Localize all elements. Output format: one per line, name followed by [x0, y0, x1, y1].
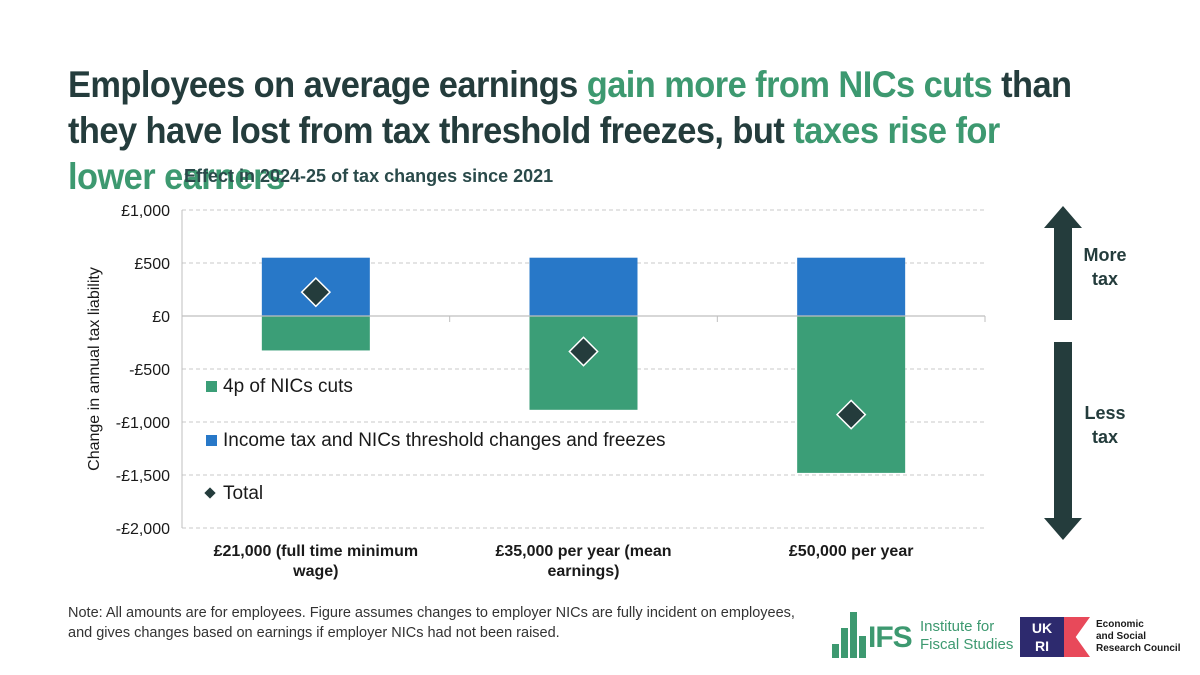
up-arrow-icon [1044, 206, 1082, 320]
headline-part-3: than they have lost from tax threshold f… [68, 64, 1072, 151]
y-tick-label: £0 [152, 309, 170, 326]
y-tick-label: £1,000 [121, 203, 170, 220]
bar-nics-cuts [261, 316, 370, 351]
x-tick-label: £21,000 (full time minimum [214, 543, 419, 560]
ifs-logo[interactable]: IFS Institute for Fiscal Studies [832, 606, 1013, 658]
x-tick-label: £50,000 per year [789, 543, 914, 560]
headline-highlight-1: gain more from NICs cuts [586, 64, 993, 105]
ukri-line-2: RI [1035, 638, 1049, 654]
ifs-logo-text: IFS [868, 621, 913, 654]
less-tax-label-line-1: Less [1084, 403, 1126, 423]
more-tax-label-line-2: tax [1091, 269, 1118, 289]
ifs-name-line-1: Institute for [920, 618, 995, 635]
ifs-name-line-2: Fiscal Studies [920, 636, 1014, 653]
legend-label: Total [223, 483, 263, 504]
more-tax-label: More tax [1060, 243, 1150, 291]
legend-swatch [204, 487, 216, 499]
down-arrow-icon [1044, 342, 1082, 540]
total-marker [300, 276, 332, 308]
esrc-line-2: and Social [1096, 631, 1147, 642]
ukri-esrc-logo[interactable]: UK RI Economic and Social Research Counc… [1020, 617, 1190, 657]
chart-subtitle: Effect in 2024-25 of tax changes since 2… [184, 166, 554, 186]
ifs-logo-name: Institute for Fiscal Studies [920, 618, 1013, 654]
less-tax-label-line-2: tax [1091, 427, 1118, 447]
less-tax-label: Less tax [1060, 401, 1150, 449]
esrc-line-1: Economic [1096, 619, 1144, 630]
esrc-name: Economic and Social Research Council [1096, 619, 1180, 655]
y-tick-label: -£2,000 [116, 521, 170, 538]
legend-swatch [206, 381, 217, 392]
legend-label: 4p of NICs cuts [223, 376, 353, 397]
x-tick-label: wage) [292, 563, 338, 580]
footnote: Note: All amounts are for employees. Fig… [68, 605, 795, 641]
ukri-flag-icon [1064, 617, 1090, 657]
total-marker [835, 399, 867, 430]
stacked-bar-chart: £1,000 £500 £0 -£500 -£1,000 -£1,500 -£2,000 Ch… [86, 203, 1082, 580]
total-marker [568, 336, 599, 367]
y-tick-label: -£500 [129, 362, 170, 379]
ukri-line-1: UK [1031, 620, 1053, 636]
headline-part-1: Employees on average earnings [68, 64, 587, 105]
y-tick-label: -£1,000 [116, 415, 170, 432]
bar-nics-cuts [797, 316, 906, 473]
bar-threshold-changes [797, 257, 906, 316]
x-tick-label: earnings) [547, 563, 619, 580]
more-tax-label-line-1: More [1083, 245, 1127, 265]
y-tick-label: £500 [134, 256, 170, 273]
x-tick-label: £35,000 per year (mean [495, 543, 671, 560]
headline-highlight-2: taxes rise for lower earners [68, 110, 1000, 197]
legend-label: Income tax and NICs threshold changes an… [223, 430, 666, 451]
bar-threshold-changes [529, 257, 638, 316]
esrc-line-3: Research Council [1096, 643, 1181, 654]
y-tick-label: -£1,500 [116, 468, 170, 485]
headline: Employees on average earnings gain more … [68, 62, 1091, 200]
legend-swatch [206, 435, 217, 446]
y-axis-title: Change in annual tax liability [86, 267, 103, 471]
ukri-logo-box: UK RI [1020, 617, 1064, 657]
